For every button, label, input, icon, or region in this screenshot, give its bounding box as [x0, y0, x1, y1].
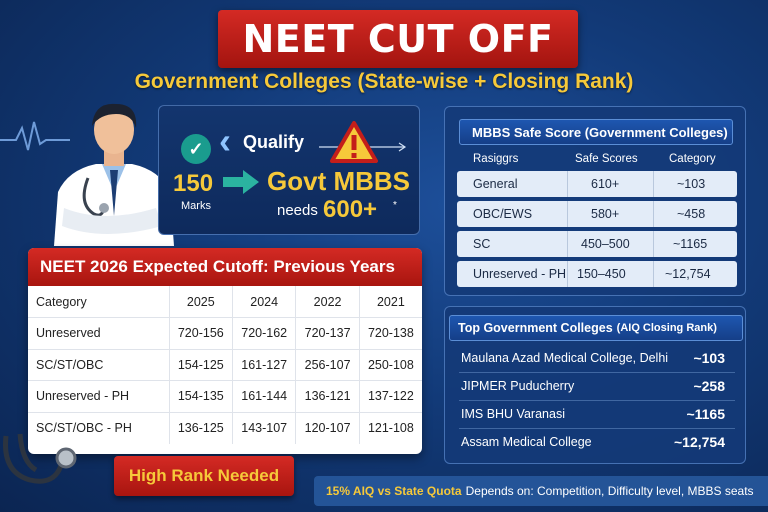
qualify-label: Qualify [243, 132, 305, 152]
table-cell: 161-144 [231, 380, 296, 413]
quota-note: Depends on: Competition, Difficulty leve… [465, 484, 754, 498]
list-item: IMS BHU Varanasi ~1165 [459, 401, 735, 429]
safe-cell: General [473, 177, 518, 191]
table-cell: 720-137 [295, 317, 360, 350]
college-rank: ~258 [693, 378, 725, 394]
college-name: Maulana Azad Medical College, Delhi [461, 351, 669, 365]
table-cell: 720-162 [231, 317, 296, 350]
warning-icon [330, 121, 378, 163]
colleges-title: Top Government Colleges (AIQ Closing Ran… [449, 315, 743, 341]
subtitle: Government Colleges (State-wise + Closin… [134, 70, 634, 93]
table-cell: 250-108 [358, 349, 422, 381]
heartbeat-icon [0, 121, 70, 151]
safe-cell: 150–450 [577, 267, 626, 281]
doctor-illustration [54, 103, 174, 246]
table-header-row: Category 2025 2024 2022 2021 [28, 286, 422, 318]
table-cell: 720-156 [168, 317, 233, 350]
list-item: Assam Medical College ~12,754 [459, 429, 735, 457]
chevron-left-icon: ‹ [219, 120, 231, 161]
safe-score-row: SC 450–500 ~1165 [457, 231, 737, 257]
safe-cell: 580+ [591, 207, 620, 221]
table-header: 2021 [358, 286, 422, 318]
table-cell: 161-127 [231, 349, 296, 381]
college-name: IMS BHU Varanasi [461, 407, 565, 421]
safe-header: Rasiggrs [473, 153, 519, 165]
table-cell: SC/ST/OBC - PH [36, 421, 132, 435]
quota-highlight: 15% AIQ vs State Quota [326, 484, 462, 498]
table-row: Unreserved 720-156 720-162 720-137 720-1… [28, 317, 422, 350]
safe-cell: ~103 [677, 177, 706, 191]
table-header: 2025 [168, 286, 233, 318]
college-name: JIPMER Puducherry [461, 379, 575, 393]
table-header: 2024 [231, 286, 296, 318]
safe-header: Safe Scores [575, 153, 638, 165]
college-name: Assam Medical College [461, 435, 592, 449]
table-cell: 136-125 [168, 412, 233, 444]
needs-label: needs [277, 202, 318, 219]
safe-score-row: Unreserved - PH 150–450 ~12,754 [457, 261, 737, 287]
table-cell: 121-108 [358, 412, 422, 444]
safe-cell: ~12,754 [665, 267, 711, 281]
safe-score-row: OBC/EWS 580+ ~458 [457, 201, 737, 227]
check-icon: ✓ [181, 134, 211, 164]
table-cell: 143-107 [231, 412, 296, 444]
table-header: 2022 [295, 286, 360, 318]
safe-cell: 610+ [591, 177, 620, 191]
table-cell: 154-135 [168, 380, 233, 413]
list-item: JIPMER Puducherry ~258 [459, 373, 735, 401]
table-row: SC/ST/OBC - PH 136-125 143-107 120-107 1… [28, 412, 422, 444]
safe-cell: Unreserved - PH [473, 267, 567, 281]
high-rank-badge: High Rank Needed [114, 456, 294, 496]
list-item: Maulana Azad Medical College, Delhi ~103 [459, 345, 735, 373]
stethoscope-icon [3, 433, 77, 484]
table-cell: 720-138 [358, 317, 422, 350]
table-cell: Unreserved - PH [28, 380, 170, 413]
safe-cell: 450–500 [581, 237, 630, 251]
marks-label: Marks [181, 200, 211, 212]
safe-score-panel: MBBS Safe Score (Government Colleges) Ra… [444, 106, 746, 296]
safe-cell: OBC/EWS [473, 207, 533, 221]
needs-value: 600+ [323, 196, 378, 223]
qualify-panel: ✓ ‹ Qualify 150 Marks Govt MBBS needs 60… [158, 105, 420, 235]
needs-mark: * [393, 200, 397, 211]
safe-header: Category [669, 153, 716, 165]
marks-value: 150 [173, 170, 214, 197]
college-rank: ~12,754 [674, 434, 725, 450]
college-rank: ~103 [693, 350, 725, 366]
table-row: SC/ST/OBC 154-125 161-127 256-107 250-10… [28, 349, 422, 381]
green-arrow-icon [223, 170, 259, 194]
title-banner: NEET CUT OFF [218, 10, 578, 68]
table-cell: SC/ST/OBC [28, 349, 170, 381]
safe-cell: SC [473, 237, 491, 251]
table-cell: 256-107 [295, 349, 360, 381]
table-cell: 154-125 [168, 349, 233, 381]
table-row: Unreserved - PH 154-135 161-144 136-121 … [28, 380, 422, 413]
table-cell: 136-121 [295, 380, 360, 413]
cutoff-table-card: NEET 2026 Expected Cutoff: Previous Year… [28, 248, 422, 454]
table-header: Category [28, 286, 170, 318]
table-cell: 120-107 [295, 412, 360, 444]
safe-cell: ~458 [677, 207, 706, 221]
colleges-title-text: Top Government Colleges [458, 321, 613, 335]
safe-cell: ~1165 [673, 237, 708, 251]
title-text: NEET CUT OFF [242, 17, 554, 61]
colleges-title-suffix: (AIQ Closing Rank) [616, 322, 717, 334]
bottom-info-bar: 15% AIQ vs State Quota Depends on: Compe… [314, 476, 768, 506]
safe-score-title: MBBS Safe Score (Government Colleges) [459, 119, 733, 145]
cutoff-table-title: NEET 2026 Expected Cutoff: Previous Year… [28, 248, 422, 286]
colleges-panel: Top Government Colleges (AIQ Closing Ran… [444, 306, 746, 464]
table-cell: Unreserved [28, 317, 170, 350]
cutoff-table: Category 2025 2024 2022 2021 Unreserved … [28, 286, 422, 444]
college-rank: ~1165 [686, 406, 725, 422]
govt-mbbs-title: Govt MBBS [267, 166, 410, 196]
table-cell: 137-122 [358, 380, 422, 413]
safe-score-row: General 610+ ~103 [457, 171, 737, 197]
